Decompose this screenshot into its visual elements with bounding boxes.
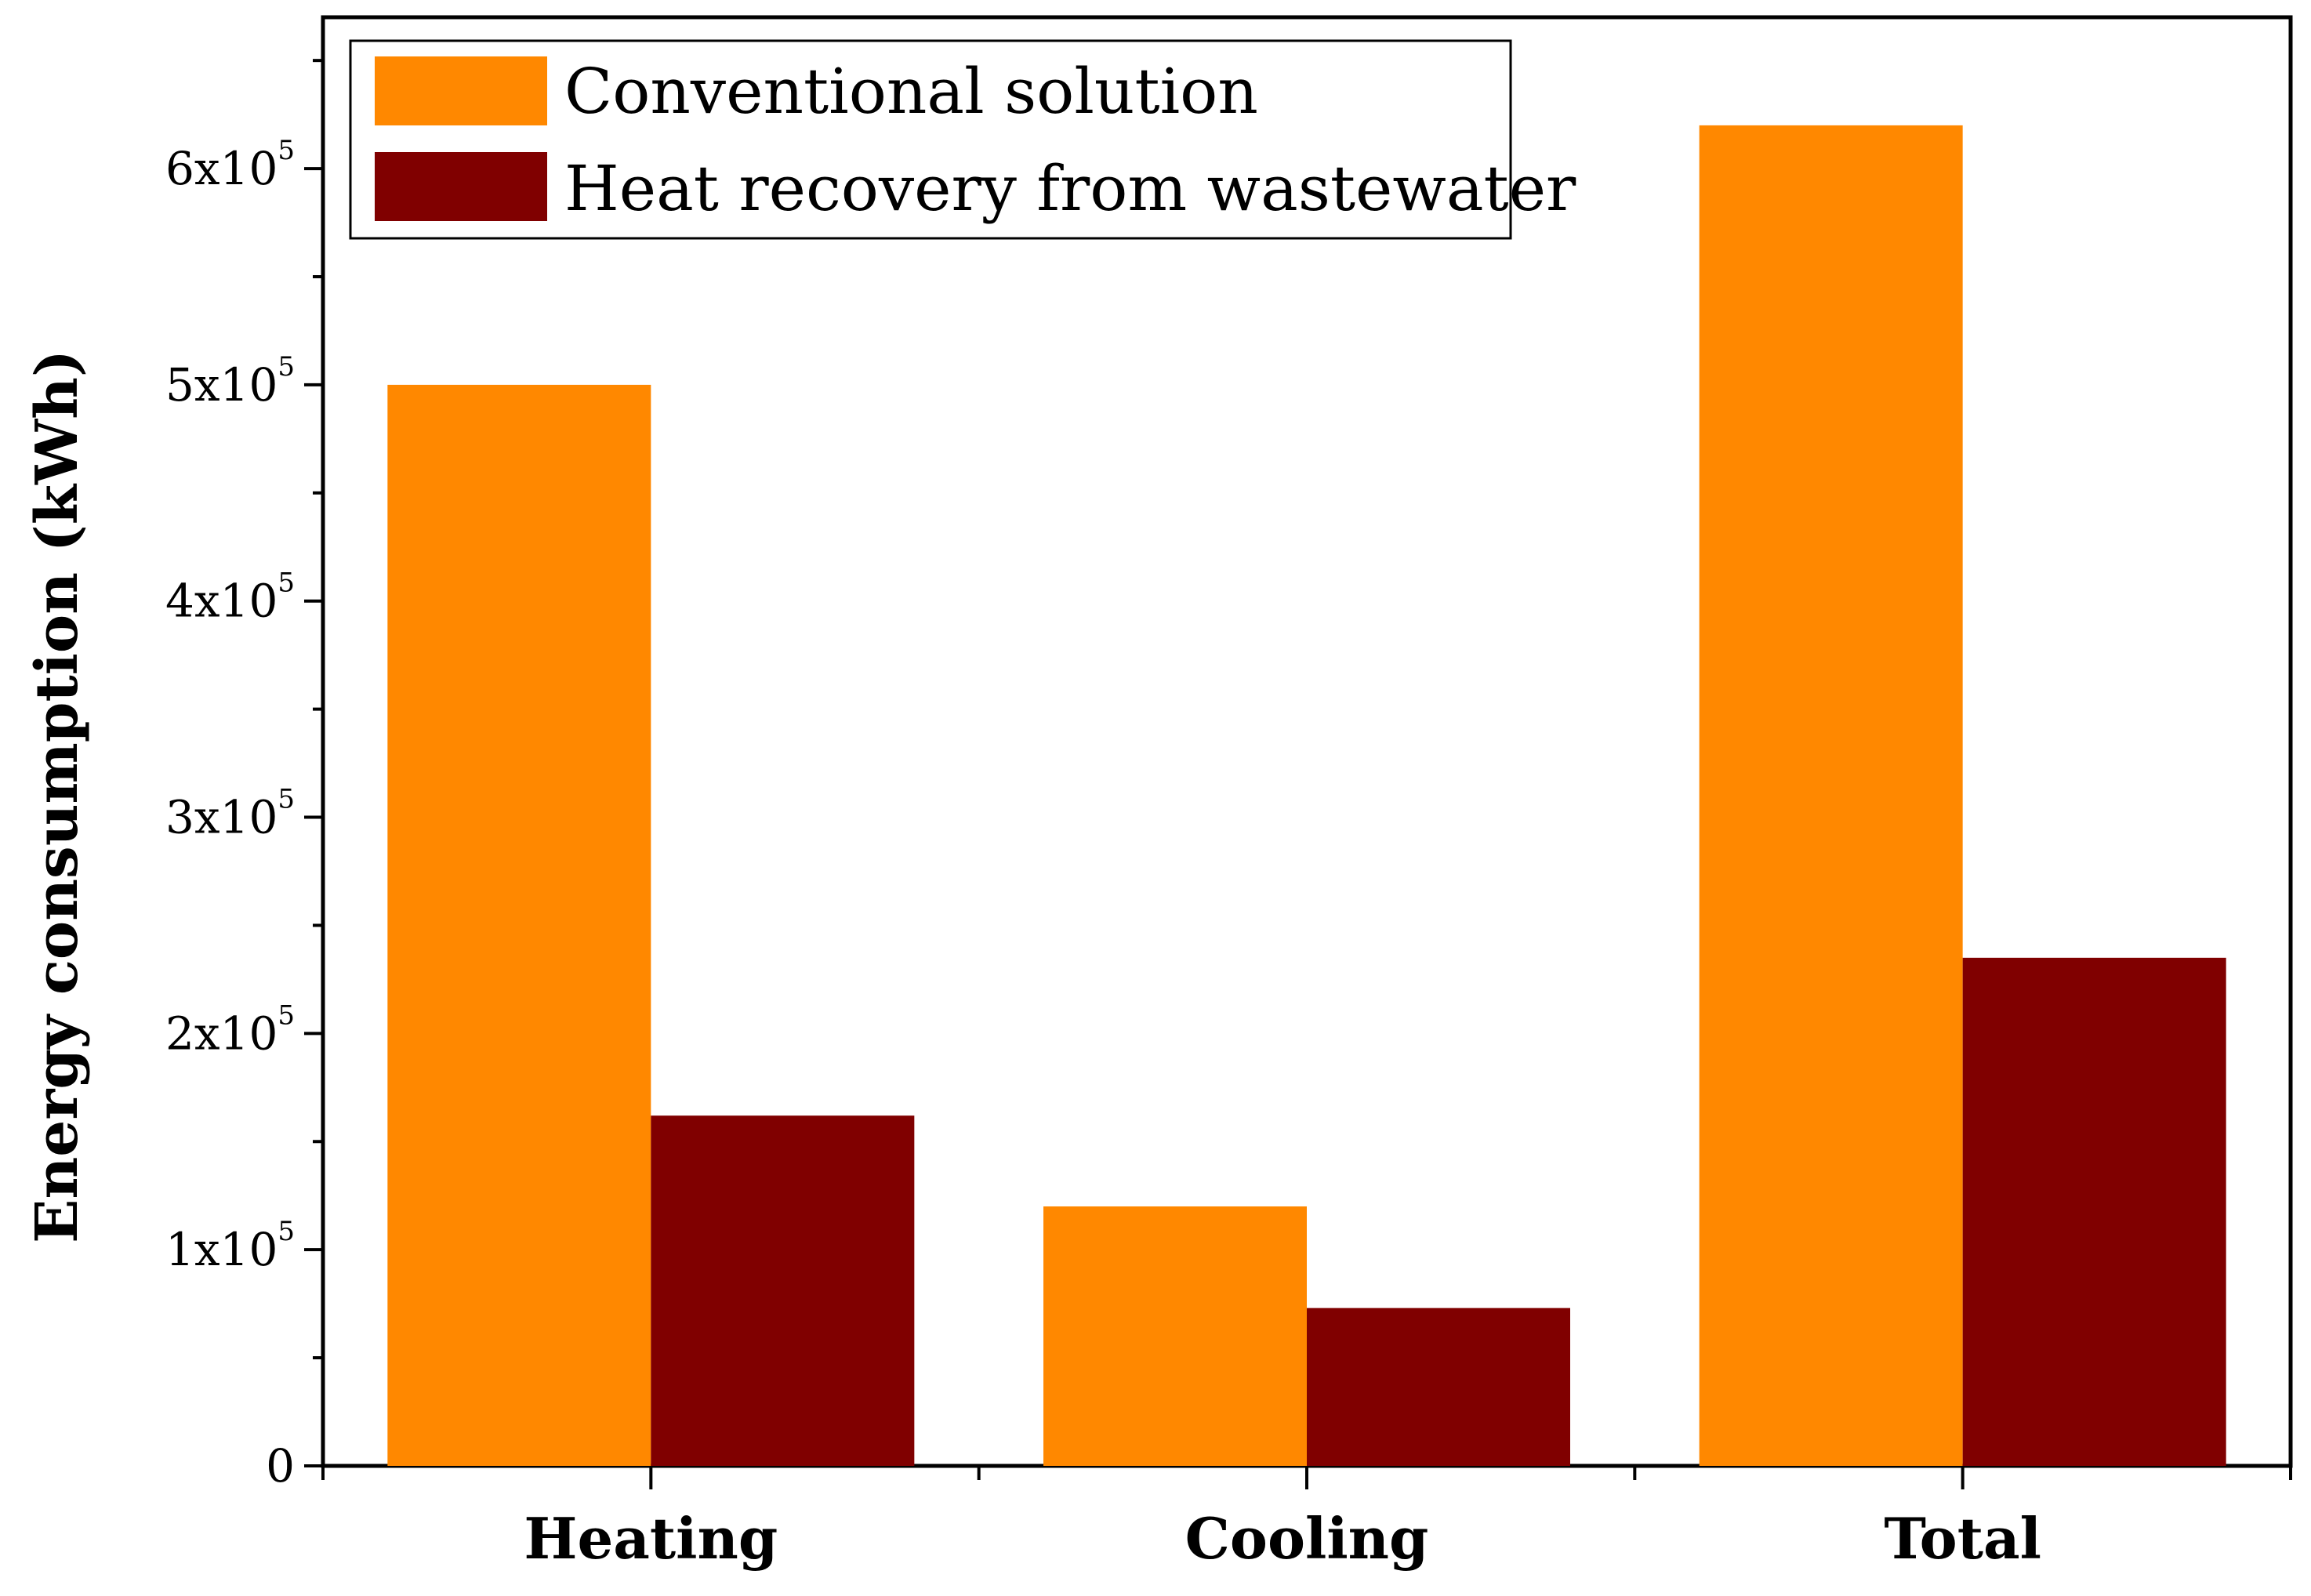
y-tick-label: 5x105 [165,351,295,412]
legend-label-heat-recovery: Heat recovery from wastewater [564,152,1576,225]
bar-conventional-solution-heating [387,384,651,1466]
legend-swatch-conventional-solution [375,56,547,125]
bar-heat-recovery-from-wastewater-heating [651,1115,915,1466]
y-tick-label: 1x105 [165,1216,295,1276]
axes-layer: 0 1x105 2x105 3x105 4x105 5x105 6x105 Heating Co… [165,59,2292,1572]
y-tick-label: 4x105 [165,568,295,628]
y-tick-label: 2x105 [165,999,295,1060]
legend-swatch-heat-recovery [375,152,547,221]
x-category-label-total: Total [1884,1505,2041,1572]
y-axis-title: Energy consumption (kWh) [24,350,91,1243]
bar-conventional-solution-cooling [1043,1206,1307,1466]
bar-conventional-solution-total [1699,125,1963,1467]
y-tick-label: 3x105 [165,784,295,844]
y-tick-label: 6x105 [165,135,295,195]
y-tick-label: 0 [266,1439,295,1493]
legend: Conventional solution Heat recovery from… [349,39,1576,240]
x-category-label-heating: Heating [524,1505,778,1572]
bar-heat-recovery-from-wastewater-total [1962,957,2226,1466]
x-category-label-cooling: Cooling [1185,1505,1429,1572]
legend-label-conventional-solution: Conventional solution [564,55,1258,128]
bars-layer [387,125,2226,1467]
bar-heat-recovery-from-wastewater-cooling [1307,1308,1570,1466]
